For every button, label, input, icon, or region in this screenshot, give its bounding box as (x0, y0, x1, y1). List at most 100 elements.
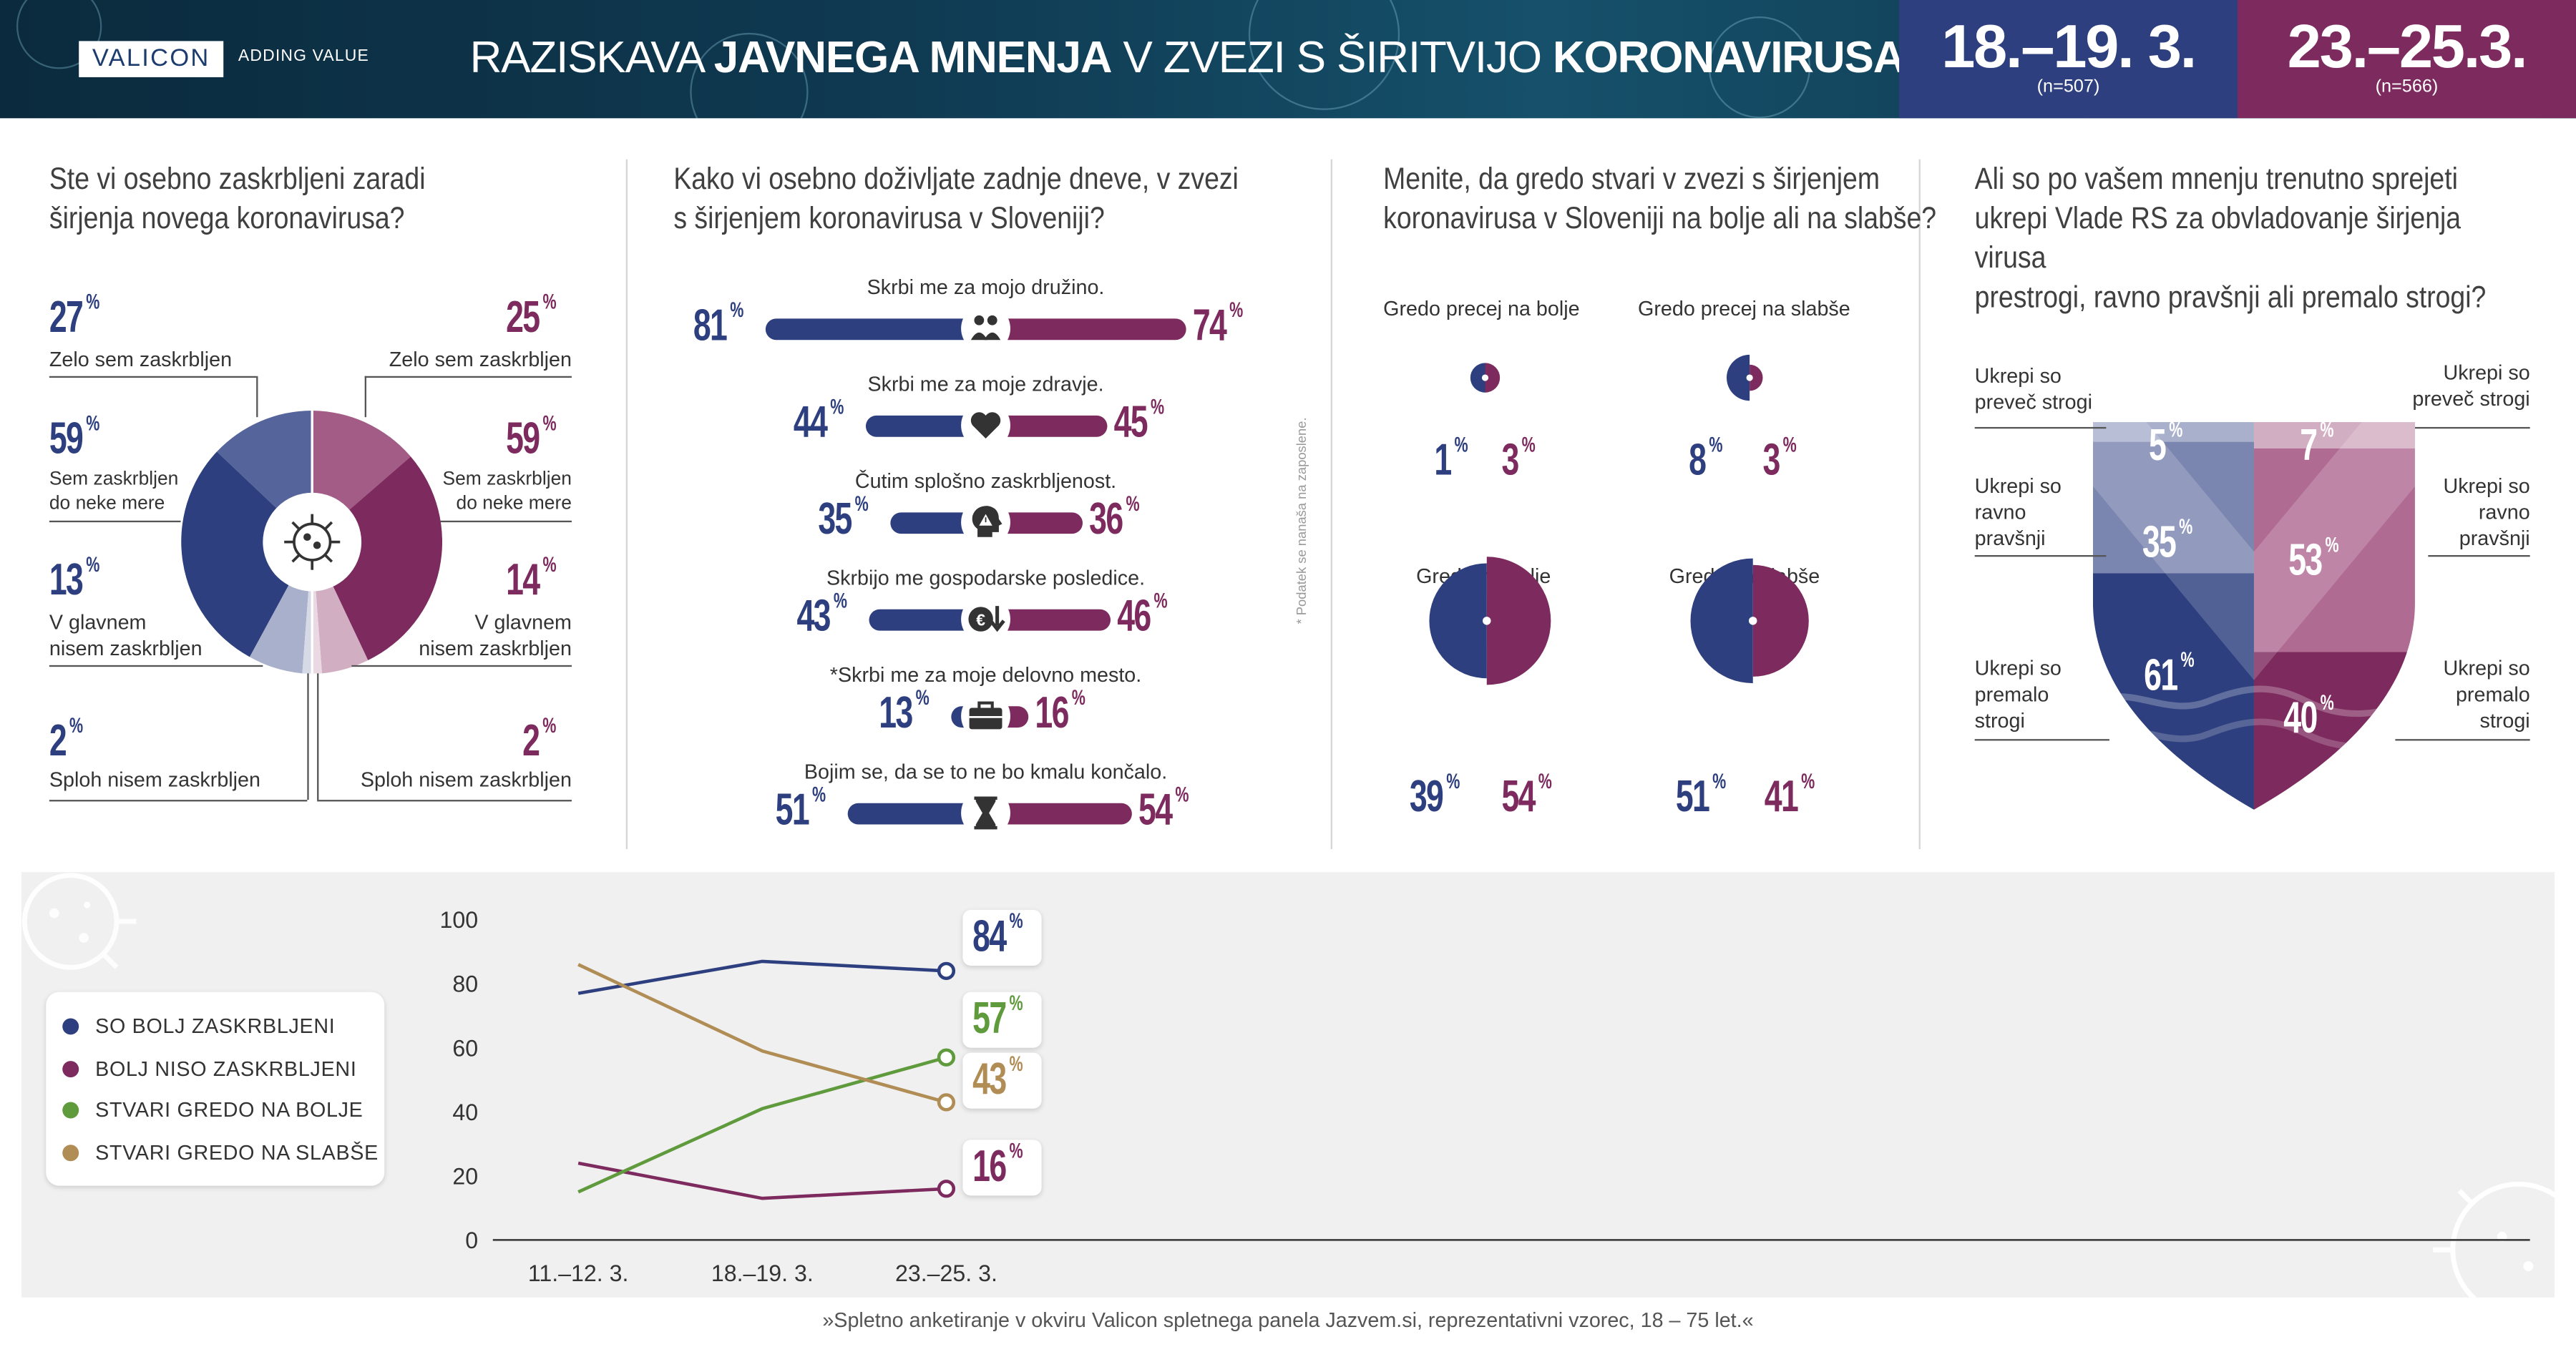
panel3-question: Menite, da gredo stvari v zvezi s širjen… (1383, 160, 1937, 235)
p2-pct-wave2: 74% (1193, 297, 1243, 351)
p1-left-glavnem-pct: 13% (49, 552, 99, 604)
y-tick-label: 80 (452, 971, 478, 997)
p2-pct-wave1: 81% (693, 297, 744, 351)
p2-row-label: Bojim se, da se to ne bo kmalu končalo. (804, 760, 1168, 784)
p3-left-precej-bolje: 1% (1434, 431, 1468, 485)
leader-line (2414, 426, 2530, 429)
p2-bar-wave2 (985, 318, 1186, 341)
leader-line (49, 376, 257, 378)
brand-logo: VALICON (79, 41, 224, 77)
series-line (577, 1161, 947, 1200)
y-tick-label: 60 (452, 1035, 478, 1061)
p3-right-slabse: 41% (1764, 768, 1815, 821)
p3-label-precej-slabse: Gredo precej na slabše (1638, 297, 1850, 320)
series-end-point (937, 961, 956, 980)
euro-down-icon: € (961, 594, 1010, 644)
final-value-label: 84% (972, 908, 1023, 961)
wave1-date: 18.–19. 3. (1941, 13, 2197, 81)
x-tick-label: 18.–19. 3. (711, 1260, 814, 1286)
trend-panel (21, 872, 2555, 1298)
series-end-point (937, 1180, 956, 1198)
panel1-donut (181, 410, 443, 674)
wave2-date-box: 23.–25.3. (n=566) (2238, 0, 2576, 119)
p2-pct-wave1: 43% (796, 587, 847, 641)
p3-label-precej-bolje: Gredo precej na bolje (1383, 297, 1580, 320)
final-value-callout: 84% (962, 908, 1042, 966)
heart-icon (961, 401, 1010, 451)
y-tick-label: 0 (465, 1228, 478, 1253)
series-end-point (937, 1048, 956, 1067)
series-line (577, 959, 947, 995)
leader-line (2395, 739, 2530, 741)
leader-line (49, 665, 263, 667)
leader-line (49, 800, 308, 802)
virus-decoration-icon (21, 873, 137, 970)
leader-line (1974, 739, 2109, 741)
leader-line (1974, 555, 2107, 557)
wave2-date: 23.–25.3. (2287, 13, 2528, 81)
p3-right-bolje: 54% (1501, 768, 1551, 821)
p2-pct-wave2: 46% (1116, 587, 1167, 641)
p2-bar-wave1 (766, 318, 986, 341)
p4-right-premalo: 40% (2283, 690, 2333, 743)
half-right-bolje (1486, 557, 1551, 685)
p3-right-precej-slabse: 3% (1762, 431, 1797, 485)
p4-right-label-ravno: Ukrepi so ravno pravšnji (2443, 474, 2530, 551)
y-tick-label: 100 (439, 907, 478, 933)
p2-pct-wave1: 51% (775, 781, 825, 835)
svg-text:€: € (976, 611, 985, 630)
leader-line (1974, 426, 2107, 429)
p1-left-zelo-label: Zelo sem zaskrbljen (49, 348, 233, 371)
x-tick-label: 23.–25. 3. (895, 1260, 997, 1286)
p1-right-sploh-pct: 2% (522, 712, 556, 765)
leader-line (364, 376, 572, 378)
p3-left-precej-slabse: 8% (1689, 431, 1722, 485)
leader-line (49, 520, 181, 523)
final-value-callout: 43% (962, 1051, 1042, 1109)
p1-right-glavnem-label: V glavnem nisem zaskrbljen (419, 611, 572, 660)
half-left-precej-bolje (1470, 363, 1485, 393)
p2-pct-wave2: 16% (1035, 685, 1085, 738)
header-banner: VALICON ADDING VALUE RAZISKAVA JAVNEGA M… (0, 0, 2576, 119)
half-left-precej-slabse (1726, 354, 1750, 401)
final-value-label: 43% (972, 1051, 1023, 1104)
p3-right-precej-bolje: 3% (1501, 431, 1535, 485)
leader-line (2428, 555, 2530, 557)
final-value-callout: 16% (962, 1138, 1042, 1196)
page-title: RAZISKAVA JAVNEGA MNENJA V ZVEZI S ŠIRIT… (469, 32, 1906, 82)
series-line (577, 963, 947, 1104)
final-value-callout: 57% (962, 990, 1042, 1048)
p2-pct-wave1: 44% (794, 394, 844, 447)
p4-right-label-premalo: Ukrepi so premalo strogi (2443, 657, 2530, 733)
shield-left-ravno (2092, 441, 2254, 574)
legend-item: STVARI GREDO NA SLABŠE (62, 1141, 379, 1164)
p4-right-prevec: 7% (2300, 417, 2333, 470)
leader-line (440, 520, 572, 523)
p3-left-bolje: 39% (1409, 768, 1460, 821)
final-value-label: 16% (972, 1138, 1023, 1191)
head-warning-icon (961, 497, 1010, 547)
shield-right-ravno (2253, 448, 2415, 652)
wave1-date-box: 18.–19. 3. (n=507) (1899, 0, 2238, 119)
series-end-point (937, 1093, 956, 1112)
y-tick-label: 40 (452, 1099, 478, 1125)
p1-right-zelo-label: Zelo sem zaskrbljen (389, 348, 572, 371)
p2-row-label: Skrbi me za moje zdravje. (867, 373, 1104, 396)
p1-right-zelo-pct: 25% (506, 289, 556, 342)
p2-pct-wave1: 35% (818, 491, 869, 544)
p1-right-glavnem-pct: 14% (506, 552, 556, 604)
p4-left-label-prevec: Ukrepi so preveč strogi (1974, 364, 2092, 414)
p1-right-neke-pct: 59% (506, 410, 556, 464)
p1-right-neke-label: Sem zaskrbljen do neke mere (442, 469, 572, 514)
panel1-question: Ste vi osebno zaskrbljeni zaradi širjenja… (49, 160, 426, 235)
p3-left-slabse: 51% (1675, 768, 1726, 821)
p1-right-sploh-label: Sploh nisem zaskrbljen (360, 768, 572, 792)
leader-line (317, 673, 319, 800)
p1-left-neke-label: Sem zaskrbljen do neke mere (49, 469, 179, 514)
chart-legend: SO BOLJ ZASKRBLJENI BOLJ NISO ZASKRBLJENI… (46, 991, 385, 1186)
donut-right-neke (312, 456, 443, 660)
p2-row-label: *Skrbi me za moje delovno mesto. (829, 663, 1142, 687)
p2-pct-wave2: 45% (1114, 394, 1164, 447)
